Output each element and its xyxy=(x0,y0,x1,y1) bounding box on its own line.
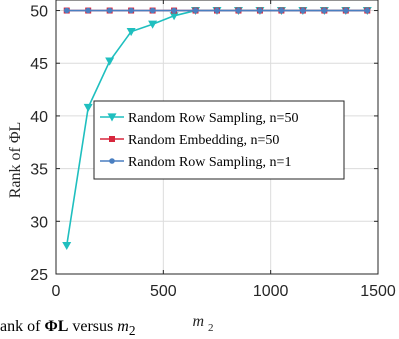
y-tick-label: 40 xyxy=(30,109,48,126)
series-3-point xyxy=(321,7,328,14)
series-3-point xyxy=(85,7,91,14)
series-3-point xyxy=(257,7,263,14)
series-1-point xyxy=(169,12,179,21)
x-axis-label-var: m xyxy=(192,313,204,330)
series-3-point xyxy=(300,7,306,14)
series-1-point xyxy=(105,57,115,66)
y-tick-label: 25 xyxy=(30,267,48,284)
legend-box xyxy=(93,100,345,180)
legend-swatch-marker-1 xyxy=(107,113,117,122)
series-3-point xyxy=(278,7,285,14)
series-1-point xyxy=(83,103,93,112)
series-layer xyxy=(62,6,372,251)
plot-frame xyxy=(55,0,379,275)
series-3-point xyxy=(149,7,156,14)
series-3-point xyxy=(63,7,70,14)
caption-suffix: versus xyxy=(68,318,118,335)
x-tick-label: 0 xyxy=(52,283,61,300)
series-3-point xyxy=(171,7,177,14)
series-3-point xyxy=(364,7,371,14)
legend-label-1: Random Row Sampling, n=50 xyxy=(128,111,298,126)
figure-caption: ank of ΦL versus m2 xyxy=(0,318,136,339)
series-3-point xyxy=(106,7,113,14)
y-tick-label: 30 xyxy=(30,214,48,231)
legend-label-2: Random Embedding, n=50 xyxy=(128,133,279,148)
series-3-point xyxy=(343,7,349,14)
x-tick-label: 1000 xyxy=(253,283,289,300)
caption-sub: 2 xyxy=(128,323,136,339)
x-tick-label: 500 xyxy=(150,283,177,300)
legend-label-3: Random Row Sampling, n=1 xyxy=(128,155,291,170)
series-1-point xyxy=(148,20,158,29)
series-1-point xyxy=(62,241,72,251)
y-tick-label: 50 xyxy=(30,4,48,21)
y-tick-label: 35 xyxy=(30,162,48,179)
x-tick-label: 1500 xyxy=(360,283,396,300)
series-3-point xyxy=(235,7,242,14)
series-3-point xyxy=(192,7,199,14)
x-axis-label: m 2 xyxy=(192,313,213,334)
caption-var: m xyxy=(117,318,129,335)
series-1-point xyxy=(126,28,136,37)
series-3-point xyxy=(128,7,134,14)
legend-swatch-marker-2 xyxy=(109,136,115,142)
legend-swatch-marker-3 xyxy=(109,158,115,164)
legend: Random Row Sampling, n=50 Random Embeddin… xyxy=(93,100,345,180)
y-tick-label: 45 xyxy=(30,56,48,73)
y-axis-label: Rank of ΦL xyxy=(7,122,24,199)
series-3-point xyxy=(214,7,220,14)
caption-prefix: ank of xyxy=(0,318,45,335)
x-axis-label-sub: 2 xyxy=(208,322,214,334)
axis-ticks: 0 500 1000 1500 25 30 35 40 45 50 xyxy=(30,0,396,300)
caption-bold: ΦL xyxy=(44,318,69,335)
